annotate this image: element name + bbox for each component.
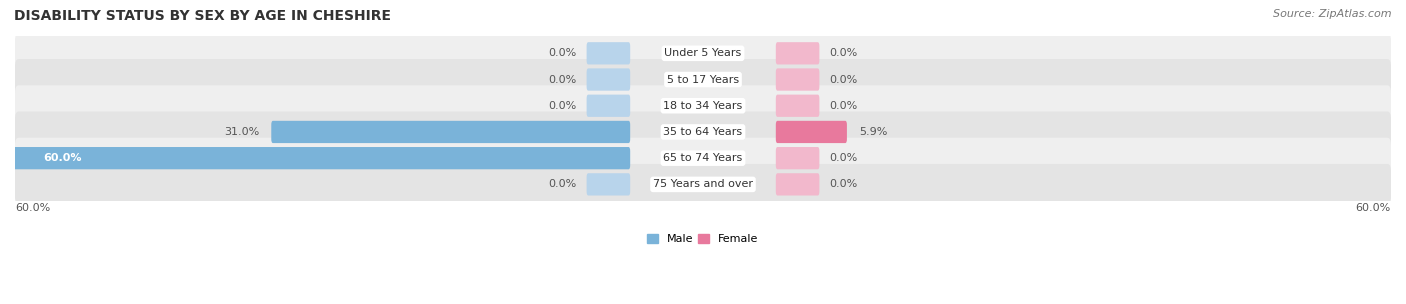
Text: 35 to 64 Years: 35 to 64 Years: [664, 127, 742, 137]
Text: 75 Years and over: 75 Years and over: [652, 179, 754, 189]
FancyBboxPatch shape: [15, 33, 1391, 74]
Text: 60.0%: 60.0%: [15, 203, 51, 213]
FancyBboxPatch shape: [15, 138, 1391, 179]
FancyBboxPatch shape: [15, 85, 1391, 126]
Text: 0.0%: 0.0%: [548, 74, 576, 85]
Text: 60.0%: 60.0%: [1355, 203, 1391, 213]
FancyBboxPatch shape: [586, 173, 630, 195]
Text: 0.0%: 0.0%: [830, 101, 858, 111]
FancyBboxPatch shape: [776, 147, 820, 169]
Text: 0.0%: 0.0%: [830, 48, 858, 58]
Text: 18 to 34 Years: 18 to 34 Years: [664, 101, 742, 111]
FancyBboxPatch shape: [15, 112, 1391, 152]
FancyBboxPatch shape: [776, 121, 846, 143]
Text: 0.0%: 0.0%: [830, 179, 858, 189]
FancyBboxPatch shape: [0, 147, 630, 169]
FancyBboxPatch shape: [776, 173, 820, 195]
Text: 0.0%: 0.0%: [548, 179, 576, 189]
FancyBboxPatch shape: [776, 68, 820, 91]
Text: 0.0%: 0.0%: [830, 74, 858, 85]
FancyBboxPatch shape: [776, 42, 820, 64]
FancyBboxPatch shape: [586, 95, 630, 117]
FancyBboxPatch shape: [586, 42, 630, 64]
Text: 65 to 74 Years: 65 to 74 Years: [664, 153, 742, 163]
Text: 0.0%: 0.0%: [830, 153, 858, 163]
Text: 5 to 17 Years: 5 to 17 Years: [666, 74, 740, 85]
FancyBboxPatch shape: [776, 95, 820, 117]
Text: 31.0%: 31.0%: [224, 127, 259, 137]
Legend: Male, Female: Male, Female: [643, 230, 763, 249]
Text: 0.0%: 0.0%: [548, 48, 576, 58]
Text: 60.0%: 60.0%: [44, 153, 82, 163]
FancyBboxPatch shape: [15, 164, 1391, 205]
Text: 5.9%: 5.9%: [859, 127, 887, 137]
Text: 0.0%: 0.0%: [548, 101, 576, 111]
Text: Source: ZipAtlas.com: Source: ZipAtlas.com: [1274, 9, 1392, 19]
FancyBboxPatch shape: [586, 68, 630, 91]
FancyBboxPatch shape: [271, 121, 630, 143]
FancyBboxPatch shape: [15, 59, 1391, 100]
Text: DISABILITY STATUS BY SEX BY AGE IN CHESHIRE: DISABILITY STATUS BY SEX BY AGE IN CHESH…: [14, 9, 391, 23]
Text: Under 5 Years: Under 5 Years: [665, 48, 741, 58]
